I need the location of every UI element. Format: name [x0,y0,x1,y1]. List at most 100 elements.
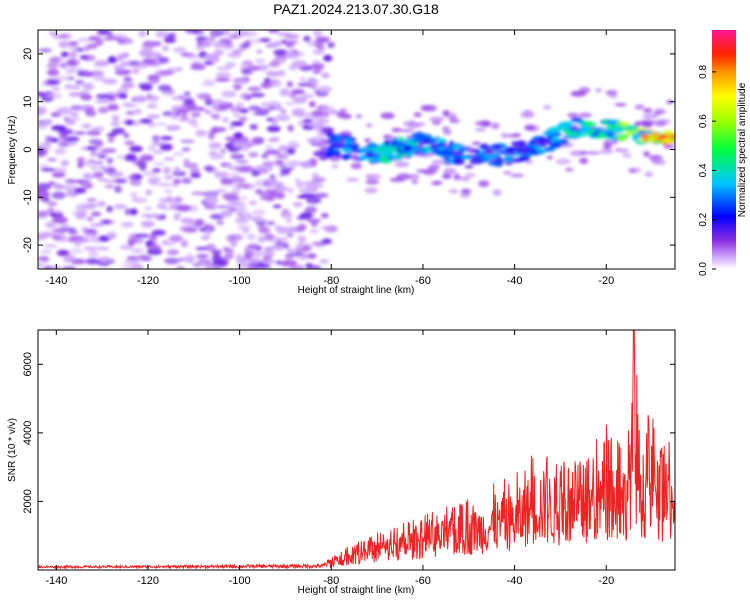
noise-blob [279,87,291,94]
noise-blob [222,255,231,261]
signal-blob [411,139,424,143]
noise-blob [119,69,133,74]
signal-blob [434,136,441,140]
noise-blob [45,221,56,229]
signal-blob [444,150,457,156]
noise-blob [199,40,212,48]
track-halo-blob [355,114,363,119]
noise-blob [73,131,87,135]
noise-blob [91,203,99,208]
signal-blob [626,131,633,136]
noise-blob [152,135,160,143]
noise-blob [277,70,286,75]
signal-blob [444,147,456,151]
track-halo-blob [394,161,410,168]
signal-blob [530,149,538,155]
track-halo-blob [500,132,510,139]
noise-blob [236,212,243,217]
noise-blob [51,125,67,131]
signal-blob [563,127,571,134]
noise-blob [238,142,248,148]
noise-blob [166,125,177,132]
noise-blob [224,136,239,142]
noise-blob [296,195,309,199]
noise-blob [38,262,44,268]
noise-blob [107,103,119,111]
noise-blob [142,58,157,65]
noise-blob [291,112,300,116]
noise-blob [266,125,281,132]
track-halo-blob [524,126,536,130]
noise-blob [155,30,169,38]
track-halo-blob [330,110,339,115]
y-tick-label: -20 [22,237,34,253]
noise-blob [299,77,307,82]
noise-blob [211,265,220,269]
noise-blob [246,265,260,269]
track-halo-blob [364,138,371,143]
noise-blob [130,247,145,254]
signal-blob [549,142,556,148]
noise-blob [264,149,281,155]
noise-blob [74,242,81,247]
noise-blob [232,49,243,54]
noise-blob [268,30,280,34]
noise-blob [300,93,314,99]
noise-blob [128,175,136,181]
noise-blob [63,116,70,120]
noise-blob [227,52,242,58]
noise-blob [313,30,323,37]
signal-blob [437,138,447,143]
noise-blob [45,94,53,98]
noise-blob [251,137,260,144]
noise-blob [263,249,275,257]
noise-blob [312,70,322,74]
noise-blob [297,83,312,87]
signal-blob [464,165,474,169]
noise-blob [173,166,181,173]
track-halo-blob [443,129,452,135]
noise-blob [306,218,322,223]
noise-blob [49,31,56,36]
noise-blob [64,254,76,262]
noise-blob [246,233,256,241]
noise-blob [43,118,53,126]
noise-blob [64,83,73,90]
track-halo-blob [634,104,645,110]
noise-blob [82,83,92,89]
noise-blob [243,94,252,101]
noise-blob [284,254,294,259]
noise-blob [97,165,108,170]
signal-blob [615,123,623,129]
noise-blob [212,259,229,266]
noise-blob [69,248,84,254]
noise-blob [216,66,231,71]
track-halo-blob [398,129,415,133]
noise-blob [76,210,88,216]
noise-blob [229,107,239,113]
track-halo-blob [464,173,477,177]
track-halo-blob [507,134,518,138]
noise-blob [258,38,271,43]
noise-blob [156,203,167,209]
noise-blob [222,246,230,253]
noise-blob [225,62,236,68]
noise-blob [103,179,117,184]
noise-blob [214,77,231,82]
x-tick-label: -60 [415,275,431,287]
noise-blob [146,248,163,255]
noise-blob [216,219,224,226]
signal-blob [443,156,451,161]
signal-blob [459,146,471,150]
noise-blob [142,170,158,176]
noise-blob [137,254,151,261]
noise-blob [297,235,306,240]
signal-tail-blob [674,137,675,139]
noise-blob [119,221,134,228]
track-halo-blob [411,179,419,185]
track-halo-blob [651,160,667,165]
noise-blob [160,136,173,141]
noise-blob [60,141,69,148]
noise-blob [81,123,92,129]
noise-blob [85,110,97,117]
